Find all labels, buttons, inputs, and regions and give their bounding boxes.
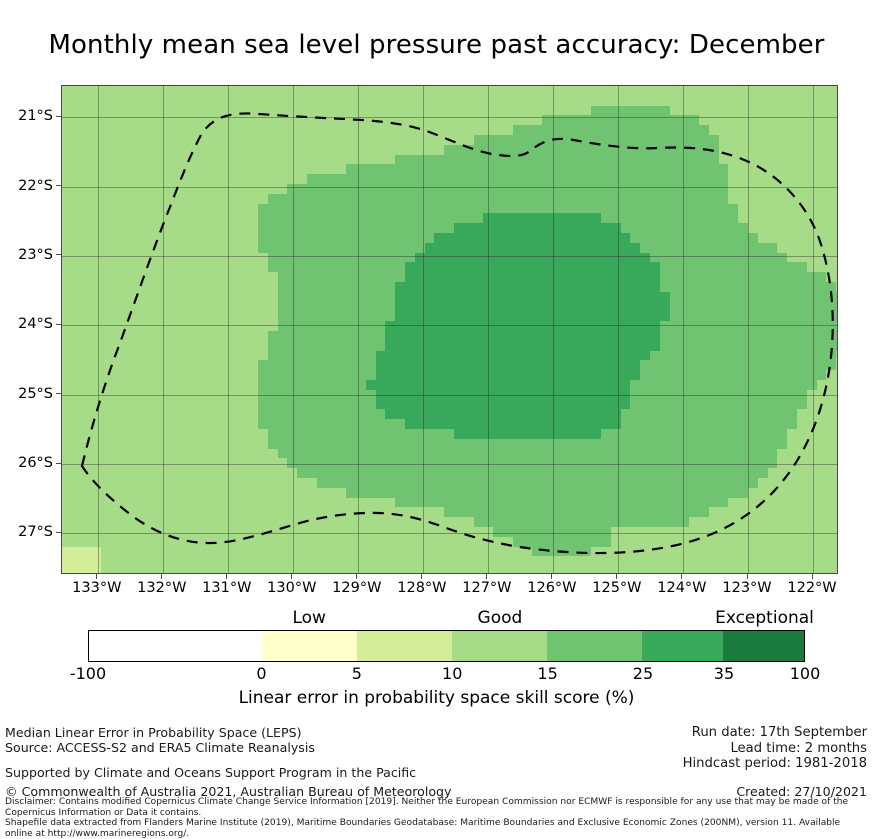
colorbar-tick-7: 100 <box>789 664 821 683</box>
x-tick-mark-7 <box>551 574 553 579</box>
footer-support: Supported by Climate and Oceans Support … <box>5 765 417 780</box>
x-tick-6: 127°W <box>462 580 512 596</box>
footer-left-block: Median Linear Error in Probability Space… <box>5 725 315 755</box>
colorbar-tick-2: 5 <box>351 664 362 683</box>
footer-hindcast-period: Hindcast period: 1981-2018 <box>682 756 867 771</box>
x-tick-mark-8 <box>616 574 618 579</box>
x-tick-mark-4 <box>356 574 358 579</box>
disclaimer-line-2: Copernicus Information or Data it contai… <box>5 807 202 818</box>
colorbar-tick-labels: -100 0 5 10 15 25 35 100 <box>70 664 820 686</box>
colorbar-tick-5: 25 <box>632 664 654 683</box>
colorbar-category-2: Exceptional <box>715 608 814 628</box>
disclaimer-line-4: online at http://www.marineregions.org/. <box>5 828 190 839</box>
x-tick-3: 130°W <box>267 580 317 596</box>
footer-copyright: © Commonwealth of Australia 2021, Austra… <box>5 784 452 799</box>
colorbar-tick-0: -100 <box>69 664 107 683</box>
colorbar: Low Good Exceptional -100 0 5 10 15 25 35 100 <box>0 608 873 698</box>
colorbar-tick-6: 35 <box>713 664 735 683</box>
y-tick-mark-3 <box>56 323 61 325</box>
map-plot-area <box>61 85 838 574</box>
colorbar-swatch-5 <box>642 631 724 661</box>
x-tick-9: 124°W <box>657 580 707 596</box>
footer-run-date: Run date: 17th September <box>691 725 867 740</box>
page-title: Monthly mean sea level pressure past acc… <box>48 30 825 60</box>
y-tick-5: 26°S <box>18 455 53 471</box>
colorbar-tick-1: 0 <box>256 664 267 683</box>
x-tick-8: 125°W <box>592 580 642 596</box>
x-tick-10: 123°W <box>722 580 772 596</box>
x-tick-11: 122°W <box>787 580 837 596</box>
y-tick-mark-4 <box>56 393 61 395</box>
y-tick-2: 23°S <box>18 246 53 263</box>
y-tick-4: 25°S <box>18 385 53 402</box>
x-tick-2: 131°W <box>202 580 252 596</box>
colorbar-category-labels: Low Good Exceptional <box>88 608 813 630</box>
y-tick-3: 24°S <box>18 316 53 333</box>
footer-right-block: Run date: 17th September Lead time: 2 mo… <box>683 725 867 772</box>
colorbar-category-1: Good <box>477 608 523 628</box>
x-tick-0: 133°W <box>72 580 122 596</box>
y-tick-mark-0 <box>56 115 61 117</box>
disclaimer-line-3: Shapefile data extracted from Flanders M… <box>5 818 841 828</box>
x-tick-mark-2 <box>226 574 228 579</box>
colorbar-swatch-3 <box>452 631 548 661</box>
x-tick-4: 129°W <box>332 580 382 596</box>
footer-created-date: Created: 27/10/2021 <box>736 784 867 799</box>
y-tick-mark-5 <box>56 462 61 464</box>
y-tick-0: 21°S <box>18 108 53 125</box>
colorbar-swatch-1 <box>262 631 358 661</box>
x-tick-1: 132°W <box>137 580 187 596</box>
x-tick-7: 126°W <box>527 580 577 596</box>
leps-raster-field <box>62 86 837 573</box>
y-tick-1: 22°S <box>18 177 53 194</box>
x-tick-mark-1 <box>161 574 163 579</box>
x-tick-mark-3 <box>291 574 293 579</box>
footer-disclaimer: Disclaimer: Contains modified Copernicus… <box>5 797 871 839</box>
x-tick-5: 128°W <box>397 580 447 596</box>
colorbar-swatch-2 <box>357 631 453 661</box>
y-tick-6: 27°S <box>18 524 53 541</box>
colorbar-tick-4: 15 <box>537 664 558 683</box>
x-tick-mark-9 <box>681 574 683 579</box>
colorbar-swatch-0 <box>89 631 263 661</box>
footer-source: Source: ACCESS-S2 and ERA5 Climate Reana… <box>5 740 315 755</box>
x-tick-mark-0 <box>96 574 98 579</box>
colorbar-tick-3: 10 <box>442 664 463 683</box>
footer-lead-time: Lead time: 2 months <box>730 740 867 756</box>
colorbar-category-0: Low <box>292 608 326 628</box>
eez-boundary-line <box>80 112 834 555</box>
x-tick-mark-6 <box>486 574 488 579</box>
disclaimer-line-1: Disclaimer: Contains modified Copernicus… <box>5 797 849 807</box>
colorbar-swatches <box>88 630 805 662</box>
colorbar-axis-label: Linear error in probability space skill … <box>238 688 635 708</box>
x-tick-mark-11 <box>811 574 813 579</box>
x-tick-mark-10 <box>746 574 748 579</box>
x-tick-mark-5 <box>421 574 423 579</box>
y-tick-mark-2 <box>56 254 61 256</box>
y-tick-mark-6 <box>56 531 61 533</box>
colorbar-swatch-6 <box>723 631 804 661</box>
footer-metric: Median Linear Error in Probability Space… <box>5 725 302 740</box>
colorbar-swatch-4 <box>547 631 643 661</box>
y-tick-mark-1 <box>56 185 61 187</box>
